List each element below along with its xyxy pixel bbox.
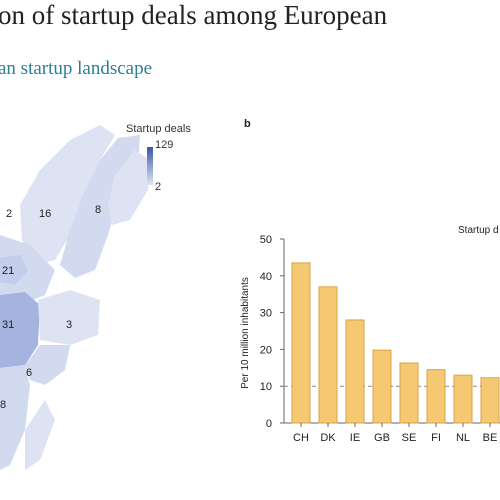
map-label: 2 [6,208,13,220]
y-tick-label: 10 [260,381,272,393]
x-tick-label-ch: CH [293,432,309,444]
y-tick-label: 0 [266,418,272,430]
map-region-south-east [25,400,55,470]
y-axis-label: Per 10 million inhabitants [240,277,251,389]
y-tick-label: 40 [260,271,272,283]
x-tick-label-dk: DK [320,432,336,444]
map-label: 6 [26,367,33,379]
bar-gb [372,349,392,424]
map-region-scandinavia-west [20,125,115,265]
bar-chart-legend: Startup d [458,225,499,236]
map-label: 8 [0,399,7,411]
map-label: 3 [66,319,73,331]
map-region-germany [0,292,40,368]
map-label: 21 [2,265,15,277]
map-legend-gradient [147,147,153,185]
map-label: 31 [2,319,15,331]
map-region-balkans [0,365,30,470]
y-tick-label: 50 [260,234,272,246]
map-label: 8 [95,204,102,216]
bar-ch [291,262,311,424]
y-tick-label: 30 [260,308,272,320]
bar-ie [345,319,365,424]
x-tick-label-be: BE [483,432,498,444]
figure-title: on of startup deals among European [0,0,388,30]
map-label: 16 [39,208,52,220]
map-legend-max: 129 [155,139,174,151]
bar-se [399,362,419,424]
map-legend-min: 2 [155,181,162,193]
bar-fi [426,369,446,424]
x-tick-label-fi: FI [431,432,441,444]
map-legend-title: Startup deals [126,123,191,135]
figure-subtitle: an startup landscape [0,58,153,79]
y-tick-label: 20 [260,344,272,356]
bar-dk [318,286,338,424]
bar-be [480,377,500,424]
map-region-central-east [25,345,70,385]
bar-nl [453,374,473,424]
x-tick-label-gb: GB [374,432,390,444]
map-region-denmark [0,255,28,285]
map-region-finland [108,150,150,225]
x-tick-label-nl: NL [456,432,470,444]
europe-map [0,125,150,470]
x-tick-label-se: SE [402,432,417,444]
x-tick-label-ie: IE [350,432,360,444]
panel-b-label: b [244,118,251,130]
map-region-poland [38,290,100,345]
